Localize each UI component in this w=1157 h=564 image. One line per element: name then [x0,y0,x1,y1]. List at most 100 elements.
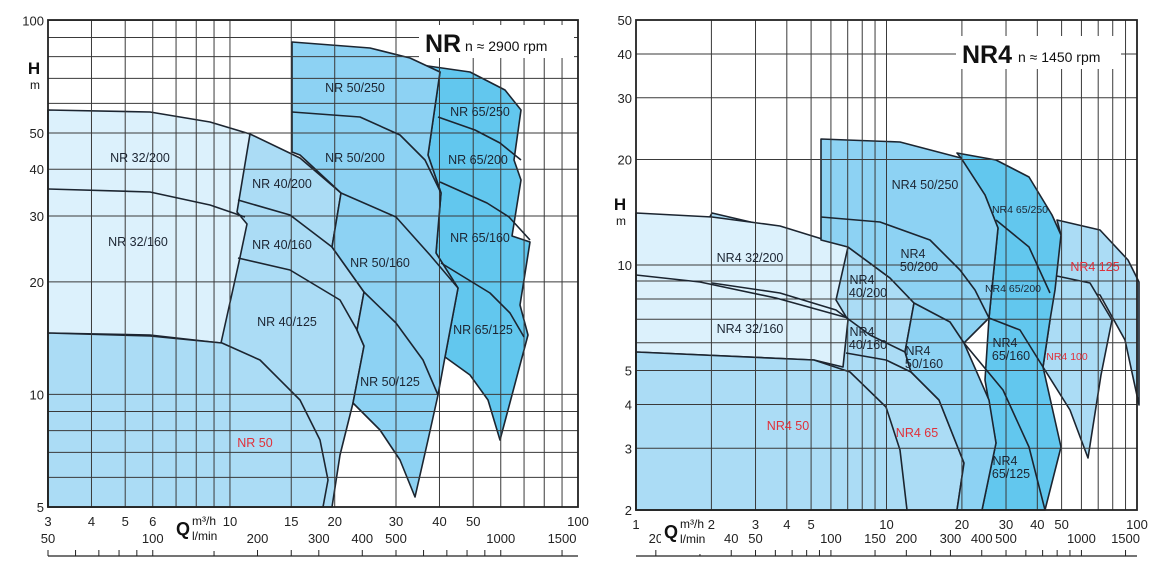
region-family-32 [635,212,849,368]
region-label-line: 40/200 [849,286,887,300]
performance-curve [963,342,1046,511]
performance-curve [845,352,912,373]
lmin-tick-label: 50 [748,531,762,546]
performance-curve [820,216,990,319]
region-label: NR 65/200 [448,153,508,167]
performance-curve [237,257,358,331]
lmin-tick-label: 1500 [1111,531,1140,546]
region-label: NR4 32/160 [717,322,784,336]
lmin-tick-label: 1500 [548,531,577,546]
region-label: NR 65/250 [450,105,510,119]
region-label: NR 50/160 [350,256,410,270]
region-label-line: NR 65/160 [450,231,510,245]
lmin-tick-label: 200 [895,531,917,546]
region-label-line: 50/160 [905,357,943,371]
region-family-32 [47,109,251,344]
region-label: NR 50 [237,436,272,450]
region-label-line: NR4 100 [1046,351,1088,363]
region-label: NR4 65/160 [992,336,1030,363]
y-tick-label: 30 [30,209,44,224]
region-label-line: NR 32/200 [110,151,170,165]
region-label-line: NR4 65/250 [992,204,1048,216]
region-label: NR4 125 [1070,260,1119,274]
lmin-tick-label: 40 [724,531,738,546]
performance-curve [635,274,849,319]
performance-curve [437,116,522,161]
y-axis-label: H [614,195,626,214]
y-tick-label: 5 [625,364,632,379]
region-label-line: 65/160 [992,349,1030,363]
y-tick-label: 2 [625,503,632,518]
region-label-line: NR 40/125 [257,315,317,329]
region-label-line: NR4 50/250 [892,178,959,192]
performance-curve [440,262,525,338]
x-axis-label: Q [664,522,678,542]
title-box [956,36,1121,69]
region-label: NR4 100 [1046,351,1088,363]
x-axis-unit: m³/h [192,514,216,528]
performance-curve [988,317,1044,368]
y-tick-label: 5 [37,500,44,515]
region-label-line: 65/125 [992,467,1030,481]
region-label-line: NR 50/125 [360,375,420,389]
lmin-tick-label: 500 [995,531,1017,546]
region-label-line: NR 50/160 [350,256,410,270]
region-label-line: NR 50 [237,436,272,450]
performance-curve [711,282,906,353]
region-label: NR4 65/250 [992,204,1048,216]
x-tick-label: 1 [632,517,639,532]
x-tick-label: 20 [955,517,969,532]
region-label-line: NR 65/125 [453,323,513,337]
region-label: NR 50/200 [325,151,385,165]
title-box [419,25,574,58]
y-tick-label: 50 [30,126,44,141]
plot-frame [47,19,579,508]
x-axis-label: Q [176,519,190,539]
lmin-tick-label: 1000 [1067,531,1096,546]
x-tick-label: 30 [999,517,1013,532]
region-label: NR 40/200 [252,177,312,191]
x-tick-label: 6 [149,514,156,529]
region-label: NR4 50/250 [892,178,959,192]
x-tick-label: 5 [122,514,129,529]
y-tick-label: 10 [618,258,632,273]
region-label-line: NR 65/200 [448,153,508,167]
region-label: NR4 50/160 [905,344,943,371]
x-tick-label: 5 [807,517,814,532]
region-label: NR 50/125 [360,375,420,389]
x-tick-label: 100 [567,514,589,529]
lmin-tick-label: 1000 [486,531,515,546]
x-tick-label: 2 [708,517,715,532]
chart-subtitle: n ≈ 1450 rpm [1018,49,1100,65]
performance-curve [913,302,965,344]
lmin-tick-label: 150 [864,531,886,546]
x-tick-label: 40 [1030,517,1044,532]
region-label-line: NR 40/160 [252,238,312,252]
chart-title: NR [425,30,461,58]
lmin-tick-label: 20 [649,531,663,546]
y-tick-label: 10 [30,387,44,402]
region-label-line: NR4 [992,454,1017,468]
y-axis-label: H [28,59,40,78]
q-label-bg [173,511,217,551]
x-axis-unit-lmin: l/min [192,529,217,543]
region-label: NR4 65/125 [992,454,1030,481]
x-tick-label: 10 [879,517,893,532]
y-tick-label: 100 [22,13,44,28]
lmin-tick-label: 300 [940,531,962,546]
lmin-tick-label: 500 [385,531,407,546]
y-axis-unit: m [616,214,626,228]
performance-curve [340,192,459,289]
region-label: NR 40/160 [252,238,312,252]
x-tick-label: 30 [389,514,403,529]
region-label: NR 65/160 [450,231,510,245]
lmin-tick-label: 100 [820,531,842,546]
region-label: NR4 50 [767,419,809,433]
chart-subtitle: n ≈ 2900 rpm [465,38,547,54]
region-label-line: NR4 [992,336,1017,350]
region-label-line: NR4 50 [767,419,809,433]
nr-chart: NR 50/250 NR 65/250 NR 32/200 NR 50/200 NR 6… [22,13,589,557]
y-tick-label: 4 [625,397,632,412]
